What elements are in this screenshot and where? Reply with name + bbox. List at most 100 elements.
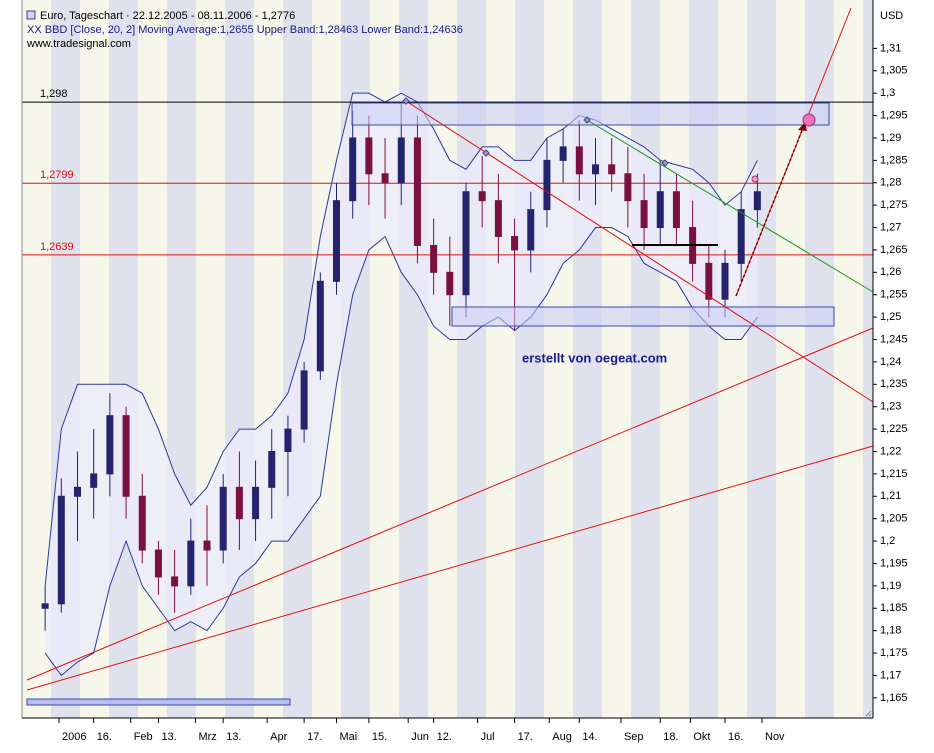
upper-band (44, 92, 758, 586)
candle-body (57, 495, 65, 605)
trend-line (26, 327, 874, 681)
candle-body (349, 137, 357, 202)
y-tick-label: 1,195 (880, 557, 908, 569)
y-tick-label: 1,27 (880, 221, 901, 233)
x-axis-area (0, 719, 934, 753)
y-tick-label: 1,165 (880, 692, 908, 704)
x-tick-label: Okt (693, 731, 710, 743)
y-tick-label: 1,205 (880, 513, 908, 525)
candle-body (397, 137, 405, 184)
resize-grip (865, 710, 872, 717)
y-tick-label: 1,21 (880, 490, 901, 502)
candle-body (575, 146, 583, 175)
x-tick-label: 14. (582, 731, 597, 743)
x-tick-label: Mai (340, 731, 358, 743)
candle-body (171, 576, 179, 587)
y-tick-label: 1,17 (880, 669, 901, 681)
candle-body (705, 262, 713, 300)
pivot (583, 116, 591, 124)
arrow (735, 127, 804, 297)
y-tick-label: 1,23 (880, 401, 901, 413)
y-tick-label: 1,28 (880, 177, 901, 189)
y-tick-label: 1,275 (880, 199, 908, 211)
candle-body (511, 235, 519, 251)
level-label: 1,298 (40, 88, 68, 100)
y-tick-label: 1,19 (880, 580, 901, 592)
trend-line (405, 100, 874, 403)
stripe (254, 0, 283, 718)
candle-body (106, 415, 114, 475)
candle-body (41, 603, 49, 609)
x-tick-label: 15. (372, 731, 387, 743)
x-tick-label: Sep (624, 731, 644, 743)
header-title: Euro, Tageschart · 22.12.2005 - 08.11.20… (40, 10, 295, 22)
y-tick-label: 1,255 (880, 289, 908, 301)
y-axis-area (874, 0, 934, 719)
candle-body (656, 191, 664, 229)
candle-body (300, 370, 308, 430)
zone-box (351, 102, 830, 126)
pivot (751, 175, 759, 183)
x-tick-label: Aug (552, 731, 572, 743)
candles (41, 102, 761, 631)
pivot (661, 159, 669, 167)
candle-body (608, 164, 616, 175)
x-tick-label: 13. (161, 731, 176, 743)
y-tick-label: 1,265 (880, 244, 908, 256)
pivot (482, 149, 490, 157)
drawings (26, 7, 874, 706)
legend-icon (26, 10, 36, 20)
candle-body (138, 495, 146, 551)
y-tick-label: 1,31 (880, 42, 901, 54)
y-tick-label: 1,295 (880, 109, 908, 121)
candle-body (592, 164, 599, 175)
pivot (402, 97, 410, 105)
candle-body (640, 200, 648, 229)
x-tick-label: 13. (226, 731, 241, 743)
candle-body (154, 549, 162, 578)
x-tick-label: 2006 (62, 731, 86, 743)
candle-body (462, 191, 470, 296)
y-tick-label: 1,22 (880, 445, 901, 457)
x-tick-label: 17. (518, 731, 533, 743)
watermark: erstellt von oegeat.com (522, 350, 667, 365)
levels: 1,298 1,2799 1,2639 (22, 88, 873, 256)
candle-body (737, 209, 745, 264)
target-marker (802, 113, 816, 127)
stripe (834, 0, 863, 718)
stripe (109, 0, 138, 718)
x-tick-label: 18. (663, 731, 678, 743)
candle-body (122, 415, 130, 497)
y-tick-label: 1,29 (880, 132, 901, 144)
x-tick-label: 17. (307, 731, 322, 743)
y-axis-unit: USD (880, 10, 903, 22)
y-tick-label: 1,305 (880, 65, 908, 77)
candle-body (672, 191, 680, 229)
candle-body (74, 486, 81, 497)
zone-box (26, 698, 291, 706)
header-indicator: XX BBD [Close, 20, 2] Moving Average:1,2… (27, 24, 463, 36)
candle-body (219, 486, 227, 551)
y-tick-label: 1,175 (880, 647, 908, 659)
candle-body (333, 200, 340, 282)
candle-body (316, 280, 324, 372)
level-label: 1,2799 (40, 169, 74, 181)
candle-body (235, 486, 243, 520)
candle-body (446, 271, 454, 296)
level-label: 1,2639 (40, 241, 74, 253)
x-tick-label: Feb (134, 731, 153, 743)
candle-body (624, 173, 632, 202)
y-tick-label: 1,285 (880, 154, 908, 166)
x-tick-label: Nov (765, 731, 785, 743)
y-tick-label: 1,26 (880, 266, 901, 278)
header-source: www.tradesignal.com (26, 38, 131, 50)
stripe (225, 0, 254, 718)
candle-body (478, 191, 486, 202)
candle-body (543, 159, 551, 211)
y-tick-label: 1,185 (880, 602, 908, 614)
axes: 1,165 1,17 1,175 1,18 1,185 1,19 1,195 1,2 1,205… (58, 42, 908, 743)
candle-body (721, 262, 729, 300)
candle-body (430, 244, 438, 273)
